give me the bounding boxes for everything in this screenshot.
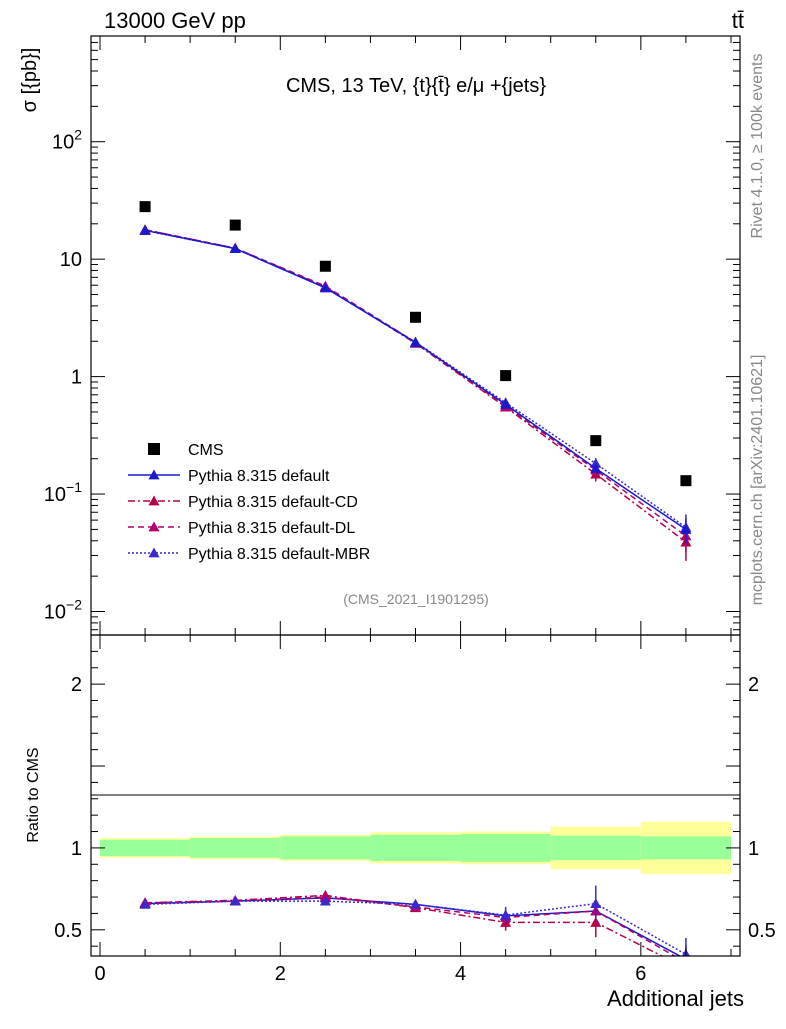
data-point xyxy=(229,243,241,253)
mcplots-label: mcplots.cern.ch [arXiv:2401.10621] xyxy=(749,355,766,606)
legend-marker xyxy=(148,521,160,532)
ratio-y-tick-label-right: 2 xyxy=(748,674,759,696)
uncertainty-band-inner xyxy=(640,836,731,860)
legend-marker xyxy=(148,443,160,455)
series-pythia-8-315-default xyxy=(139,224,692,544)
data-point xyxy=(319,282,331,293)
uncertainty-band-inner xyxy=(550,835,641,861)
x-tick-label: 0 xyxy=(94,963,105,985)
ratio-point xyxy=(590,898,602,908)
uncertainty-band-inner xyxy=(190,838,281,858)
ratio-y-tick-label: 1 xyxy=(71,838,82,860)
uncertainty-band-inner xyxy=(100,839,191,857)
cms-data-point xyxy=(590,435,602,447)
legend-label: CMS xyxy=(188,442,224,459)
data-point xyxy=(500,398,512,409)
legend-label: Pythia 8.315 default-DL xyxy=(188,520,355,537)
ratio-point xyxy=(139,898,151,909)
ratio-point xyxy=(410,898,421,909)
main-panel: 10−2 10−1 1 10 102 CMS, 13 TeV, {t}{t̄} e/μ … xyxy=(19,35,741,636)
legend-marker xyxy=(148,547,160,558)
legend: CMS Pythia 8.315 default Pythia 8.315 defa… xyxy=(128,442,370,563)
uncertainty-band-inner xyxy=(370,834,461,862)
uncertainty-band-inner xyxy=(460,833,551,862)
legend-item-pythia-8-315-default-mbr: Pythia 8.315 default-MBR xyxy=(128,546,370,563)
ratio-y-axis-label: Ratio to CMS xyxy=(25,747,42,842)
legend-item-cms: CMS xyxy=(148,442,224,459)
rivet-version-label: Rivet 4.1.0, ≥ 100k events xyxy=(749,54,766,239)
uncertainty-band-inner xyxy=(280,836,371,860)
cms-data-point xyxy=(229,219,241,231)
x-tick-label: 2 xyxy=(275,963,286,985)
y-tick-label: 1 xyxy=(71,367,82,389)
y-tick-label: 10−2 xyxy=(44,597,82,624)
legend-marker xyxy=(148,495,160,506)
y-tick-label: 10 xyxy=(60,249,82,271)
legend-item-pythia-8-315-default-dl: Pythia 8.315 default-DL xyxy=(128,520,355,537)
ratio-y-tick-label-right: 1 xyxy=(748,838,759,860)
ratio-point xyxy=(680,963,691,973)
legend-item-pythia-8-315-default-cd: Pythia 8.315 default-CD xyxy=(128,494,358,511)
x-tick-label: 6 xyxy=(635,963,646,985)
x-tick-label: 4 xyxy=(455,963,466,985)
y-tick-label: 102 xyxy=(52,127,82,154)
data-point xyxy=(680,523,692,534)
y-axis-label: σ [{pb}] xyxy=(19,48,41,113)
data-point xyxy=(590,463,602,473)
cms-data-point xyxy=(680,475,692,487)
ratio-point xyxy=(229,895,241,906)
energy-label: 13000 GeV pp xyxy=(104,8,246,33)
ratio-point xyxy=(680,957,691,967)
data-point xyxy=(139,224,151,235)
data-point xyxy=(410,337,421,347)
legend-label: Pythia 8.315 default-CD xyxy=(188,494,358,511)
cms-data-point xyxy=(500,370,512,382)
cms-data-point xyxy=(410,311,421,323)
legend-marker xyxy=(148,469,160,480)
ratio-panel: 0.5 0.5 1 1 2 2 0 2 4 6 Ratio to CMS Additional … xyxy=(25,36,776,1011)
series-cms xyxy=(139,201,692,487)
analysis-id-label: (CMS_2021_I1901295) xyxy=(343,591,489,607)
x-axis-label: Additional jets xyxy=(607,986,744,1011)
legend-label: Pythia 8.315 default-MBR xyxy=(188,546,370,563)
process-label: tt̄ xyxy=(732,8,744,33)
legend-item-pythia-8-315-default: Pythia 8.315 default xyxy=(128,468,330,485)
ratio-y-tick-label: 0.5 xyxy=(54,920,82,942)
cms-data-point xyxy=(139,201,151,213)
y-tick-label: 10−1 xyxy=(44,479,82,506)
ratio-point xyxy=(319,895,331,906)
data-point xyxy=(590,458,602,468)
ratio-point xyxy=(500,909,512,920)
ratio-y-tick-label: 2 xyxy=(71,674,82,696)
cms-data-point xyxy=(319,260,331,272)
ratio-y-tick-label-right: 0.5 xyxy=(748,920,776,942)
legend-label: Pythia 8.315 default xyxy=(188,468,330,485)
main-title: CMS, 13 TeV, {t}{t̄} e/μ +{jets} xyxy=(286,75,546,97)
series-line xyxy=(144,229,687,537)
